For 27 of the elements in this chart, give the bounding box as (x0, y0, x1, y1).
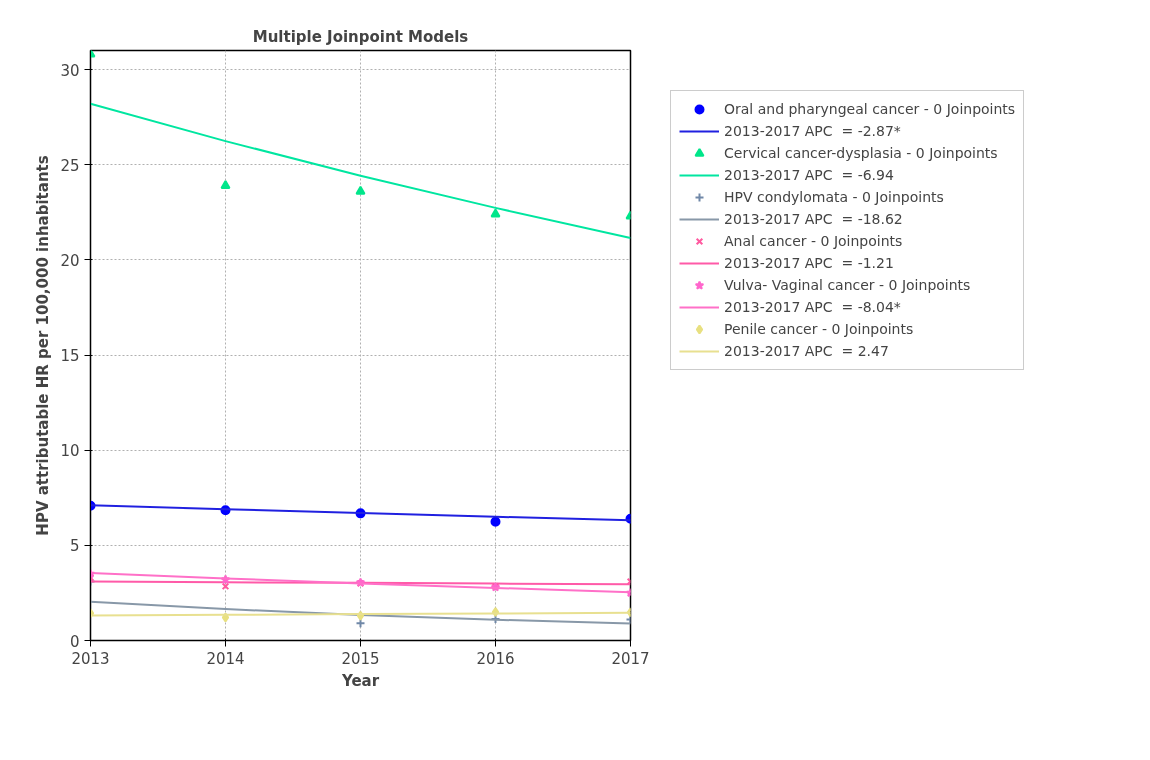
legend-label: 2013-2017 APC = -1.21 (724, 255, 894, 271)
legend-label: Cervical cancer-dysplasia - 0 Joinpoints (724, 145, 998, 161)
y-tick-label: 20 (60, 251, 80, 270)
y-axis-title: HPV attributable HR per 100,000 inhabitants (34, 155, 53, 536)
x-axis-title: Year (340, 671, 380, 690)
legend-label: Vulva- Vaginal cancer - 0 Joinpoints (724, 277, 971, 293)
y-tick-label: 5 (69, 537, 80, 556)
legend-label: 2013-2017 APC = -18.62 (724, 211, 903, 227)
legend-label: 2013-2017 APC = 2.47 (724, 343, 889, 359)
legend-label: 2013-2017 APC = -8.04* (724, 299, 901, 315)
legend-label: Oral and pharyngeal cancer - 0 Joinpoints (724, 101, 1016, 117)
y-tick-label: 10 (60, 442, 80, 461)
y-tick-label: 30 (60, 61, 80, 80)
y-tick-label: 15 (60, 347, 80, 366)
x-tick-label: 2017 (611, 649, 650, 668)
chart-title: Multiple Joinpoint Models (252, 27, 469, 46)
y-tick-label: 0 (69, 632, 80, 651)
x-tick-label: 2015 (341, 649, 380, 668)
legend-label: HPV condylomata - 0 Joinpoints (724, 189, 944, 205)
legend-label: 2013-2017 APC = -6.94 (724, 167, 894, 183)
x-tick-label: 2016 (476, 649, 515, 668)
x-tick-label: 2014 (206, 649, 245, 668)
y-tick-label: 25 (60, 156, 80, 175)
legend-label: 2013-2017 APC = -2.87* (724, 123, 901, 139)
legend-label: Penile cancer - 0 Joinpoints (724, 321, 914, 337)
x-tick-label: 2013 (71, 649, 110, 668)
legend-label: Anal cancer - 0 Joinpoints (724, 233, 903, 249)
